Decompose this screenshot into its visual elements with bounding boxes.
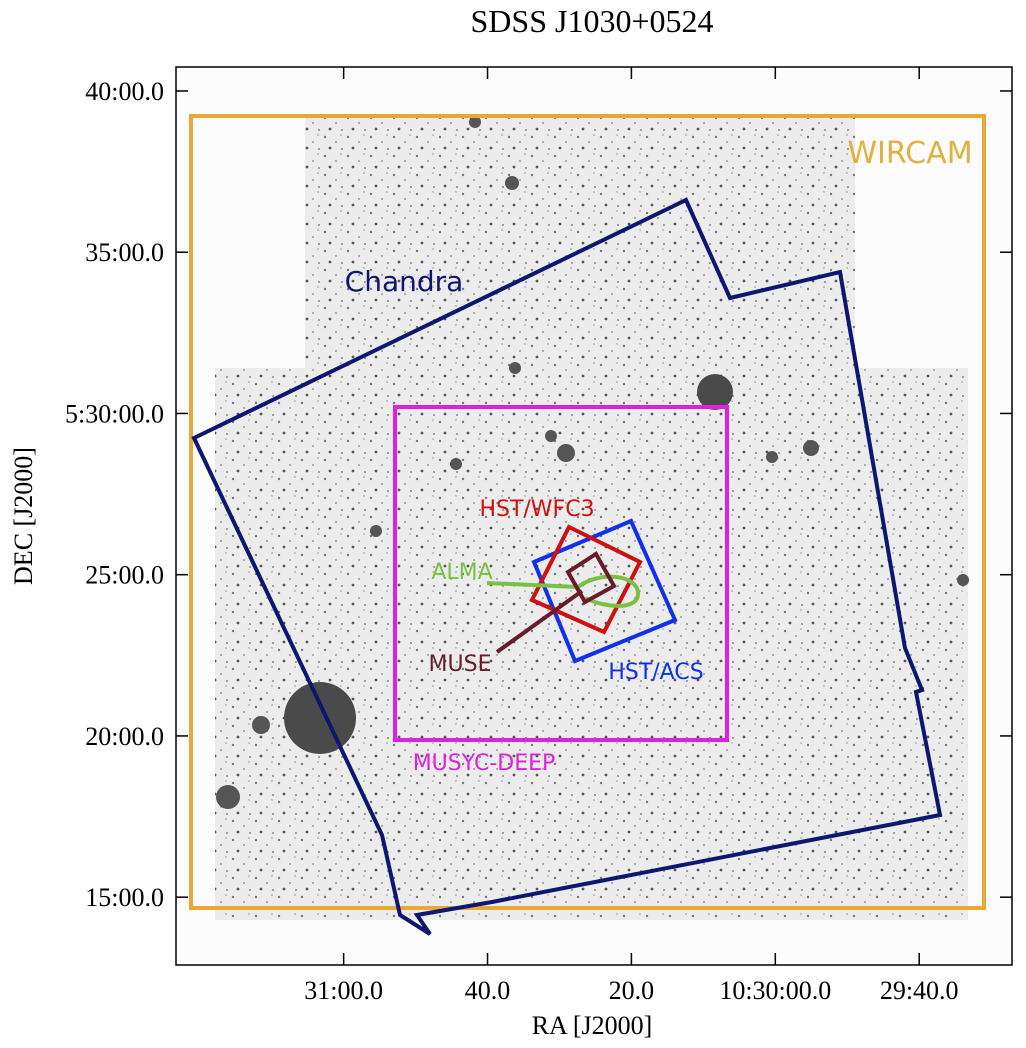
footprint-label: HST/ACS: [608, 660, 703, 685]
x-tick-label: 10:30:00.0: [719, 976, 831, 1005]
y-tick-label: 40:00.0: [85, 77, 164, 106]
y-tick-label: 25:00.0: [85, 561, 164, 590]
footprint-label: Chandra: [345, 265, 464, 298]
x-tick-label: 31:00.0: [304, 976, 383, 1005]
y-tick-label: 35:00.0: [85, 238, 164, 267]
footprint-label: WIRCAM: [847, 136, 972, 171]
y-tick-label: 15:00.0: [85, 883, 164, 912]
sky-image: [176, 67, 1012, 965]
plot-frame: [175, 66, 1013, 966]
footprint-label: MUSYC-DEEP: [413, 751, 556, 776]
footprint-label: MUSE: [429, 652, 492, 677]
y-tick-label: 20:00.0: [85, 722, 164, 751]
footprint-label: ALMA: [431, 560, 492, 585]
chart-title: SDSS J1030+0524: [471, 3, 714, 39]
x-tick-label: 20.0: [609, 976, 655, 1005]
footprint-label: HST/WFC3: [479, 497, 594, 522]
x-tick-label: 29:40.0: [880, 976, 959, 1005]
footprints: [189, 114, 986, 936]
y-tick-label: 5:30:00.0: [65, 399, 164, 428]
y-axis-label: DEC [J2000]: [9, 447, 38, 585]
footprint-labels: WIRCAM Chandra HST/WFC3 ALMA MUSE HST/AC…: [345, 136, 973, 776]
x-tick-label: 40.0: [465, 976, 511, 1005]
x-axis-label: RA [J2000]: [532, 1011, 653, 1040]
